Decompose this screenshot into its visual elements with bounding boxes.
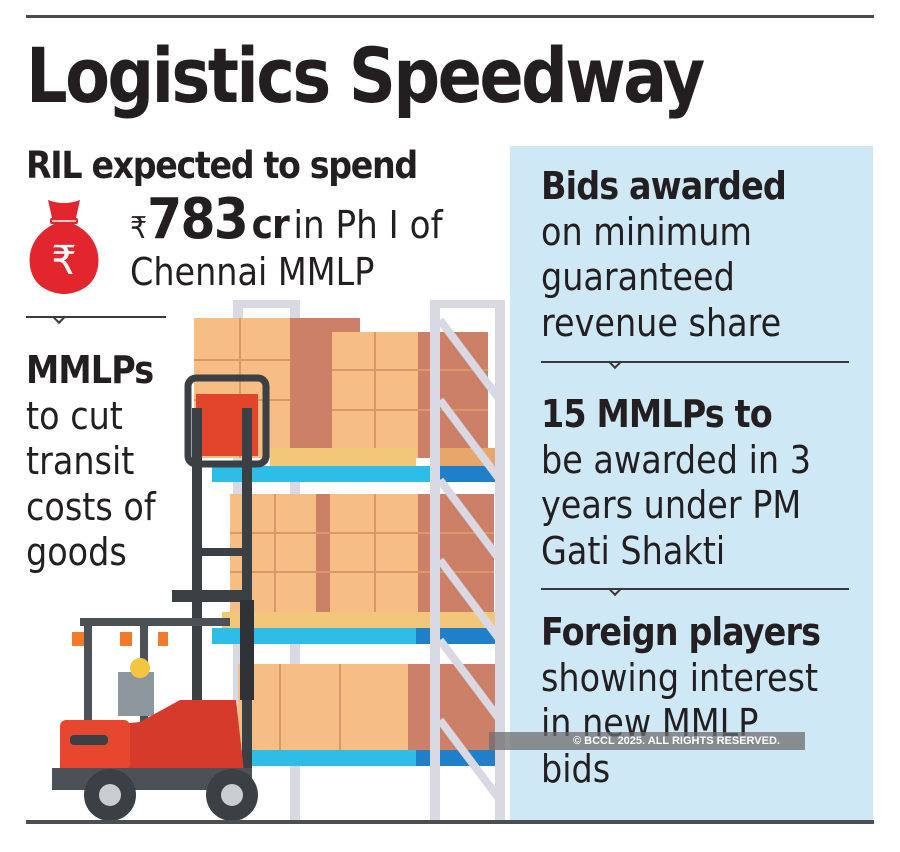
- currency-symbol: ₹: [130, 211, 148, 246]
- bids-awarded-block: Bids awarded on minimum guaranteed reven…: [541, 164, 787, 346]
- block-line: Gati Shakti: [541, 528, 726, 573]
- mmlp-line: goods: [26, 530, 127, 575]
- spend-amount: ₹783 cr in Ph I of: [130, 192, 443, 248]
- left-divider: [26, 316, 166, 318]
- amount-context: in Ph I of: [293, 203, 443, 247]
- ril-heading: RIL expected to spend: [26, 144, 418, 187]
- right-divider-2: [541, 588, 849, 590]
- bottom-rule: [26, 820, 874, 824]
- svg-text:₹: ₹: [51, 238, 76, 284]
- right-info-panel: [510, 146, 873, 820]
- rupee-money-bag-icon: ₹: [29, 200, 99, 294]
- mmlp-line: costs of: [26, 484, 156, 529]
- infographic-title: Logistics Speedway: [26, 31, 705, 120]
- location-text: Chennai MMLP: [130, 250, 375, 294]
- mmlp-heading: MMLPs: [26, 348, 154, 392]
- right-divider-1: [541, 361, 849, 363]
- warehouse-forklift-illustration: [52, 300, 505, 821]
- amount-unit: cr: [251, 202, 290, 248]
- block-line: bids: [541, 746, 611, 791]
- block-heading: Bids awarded: [541, 164, 787, 208]
- amount-value: 783: [147, 187, 249, 252]
- mmlp-line: transit: [26, 439, 135, 484]
- block-line: on minimum: [541, 209, 752, 254]
- block-line: revenue share: [541, 300, 782, 345]
- copyright-watermark: © BCCL 2025. ALL RIGHTS RESERVED.: [489, 732, 805, 750]
- block-line: be awarded in 3: [541, 437, 811, 482]
- block-line: showing interest: [541, 655, 819, 700]
- mmlp-line: to cut: [26, 393, 123, 438]
- block-line: guaranteed: [541, 255, 735, 300]
- mmlp-benefit-block: MMLPs to cut transit costs of goods: [26, 348, 156, 576]
- block-heading: Foreign players: [541, 610, 821, 654]
- top-rule: [26, 15, 874, 18]
- block-line: years under PM: [541, 483, 802, 528]
- mmlp-award-block: 15 MMLPs to be awarded in 3 years under …: [541, 392, 811, 574]
- foreign-players-block: Foreign players showing interest in new …: [541, 610, 821, 792]
- block-heading: 15 MMLPs to: [541, 392, 773, 436]
